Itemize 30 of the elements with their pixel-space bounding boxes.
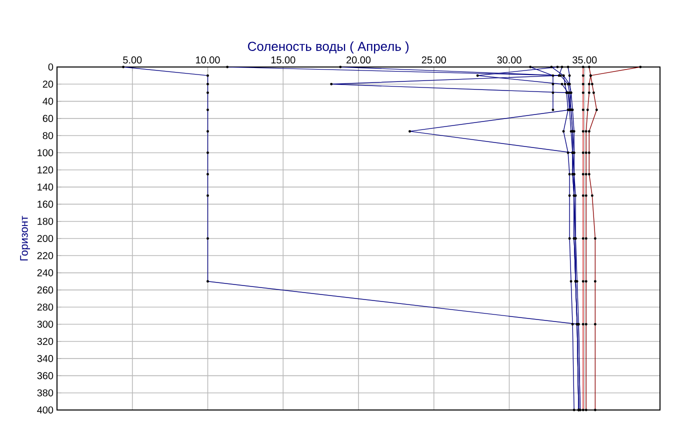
y-tick-label: 140 (38, 184, 54, 191)
y-tick-label: 240 (37, 269, 54, 276)
x-tick-label: 5.00 (123, 56, 142, 64)
y-axis-title: Горизонт (20, 216, 30, 260)
x-tick-label: 35.00 (572, 56, 597, 64)
y-tick-label: 280 (37, 304, 54, 311)
y-tick-label: 80 (42, 132, 54, 140)
y-tick-label: 300 (37, 320, 54, 328)
y-tick-label: 200 (37, 234, 54, 242)
y-tick-label: 360 (37, 372, 54, 380)
y-tick-label: 120 (38, 166, 54, 174)
y-tick-label: 60 (42, 114, 54, 122)
y-tick-label: 180 (38, 218, 54, 225)
y-tick-label: 340 (37, 355, 54, 362)
y-tick-label: 260 (37, 286, 54, 294)
y-tick-label: 400 (37, 406, 54, 414)
y-tick-label: 40 (42, 98, 54, 105)
y-tick-label: 160 (38, 200, 54, 208)
x-tick-label: 30.00 (497, 56, 522, 64)
y-tick-label: 0 (48, 63, 54, 71)
x-tick-label: 25.00 (422, 56, 446, 64)
y-tick-label: 100 (38, 149, 54, 156)
y-tick-label: 20 (42, 80, 54, 88)
x-tick-label: 20.00 (346, 56, 371, 64)
chart-title: Соленость воды ( Апрель ) (248, 41, 409, 54)
x-tick-label: 15.00 (271, 56, 296, 64)
y-tick-label: 380 (37, 389, 54, 396)
x-tick-label: 10.00 (196, 56, 220, 64)
y-tick-label: 220 (37, 252, 54, 260)
y-tick-label: 320 (37, 338, 54, 345)
